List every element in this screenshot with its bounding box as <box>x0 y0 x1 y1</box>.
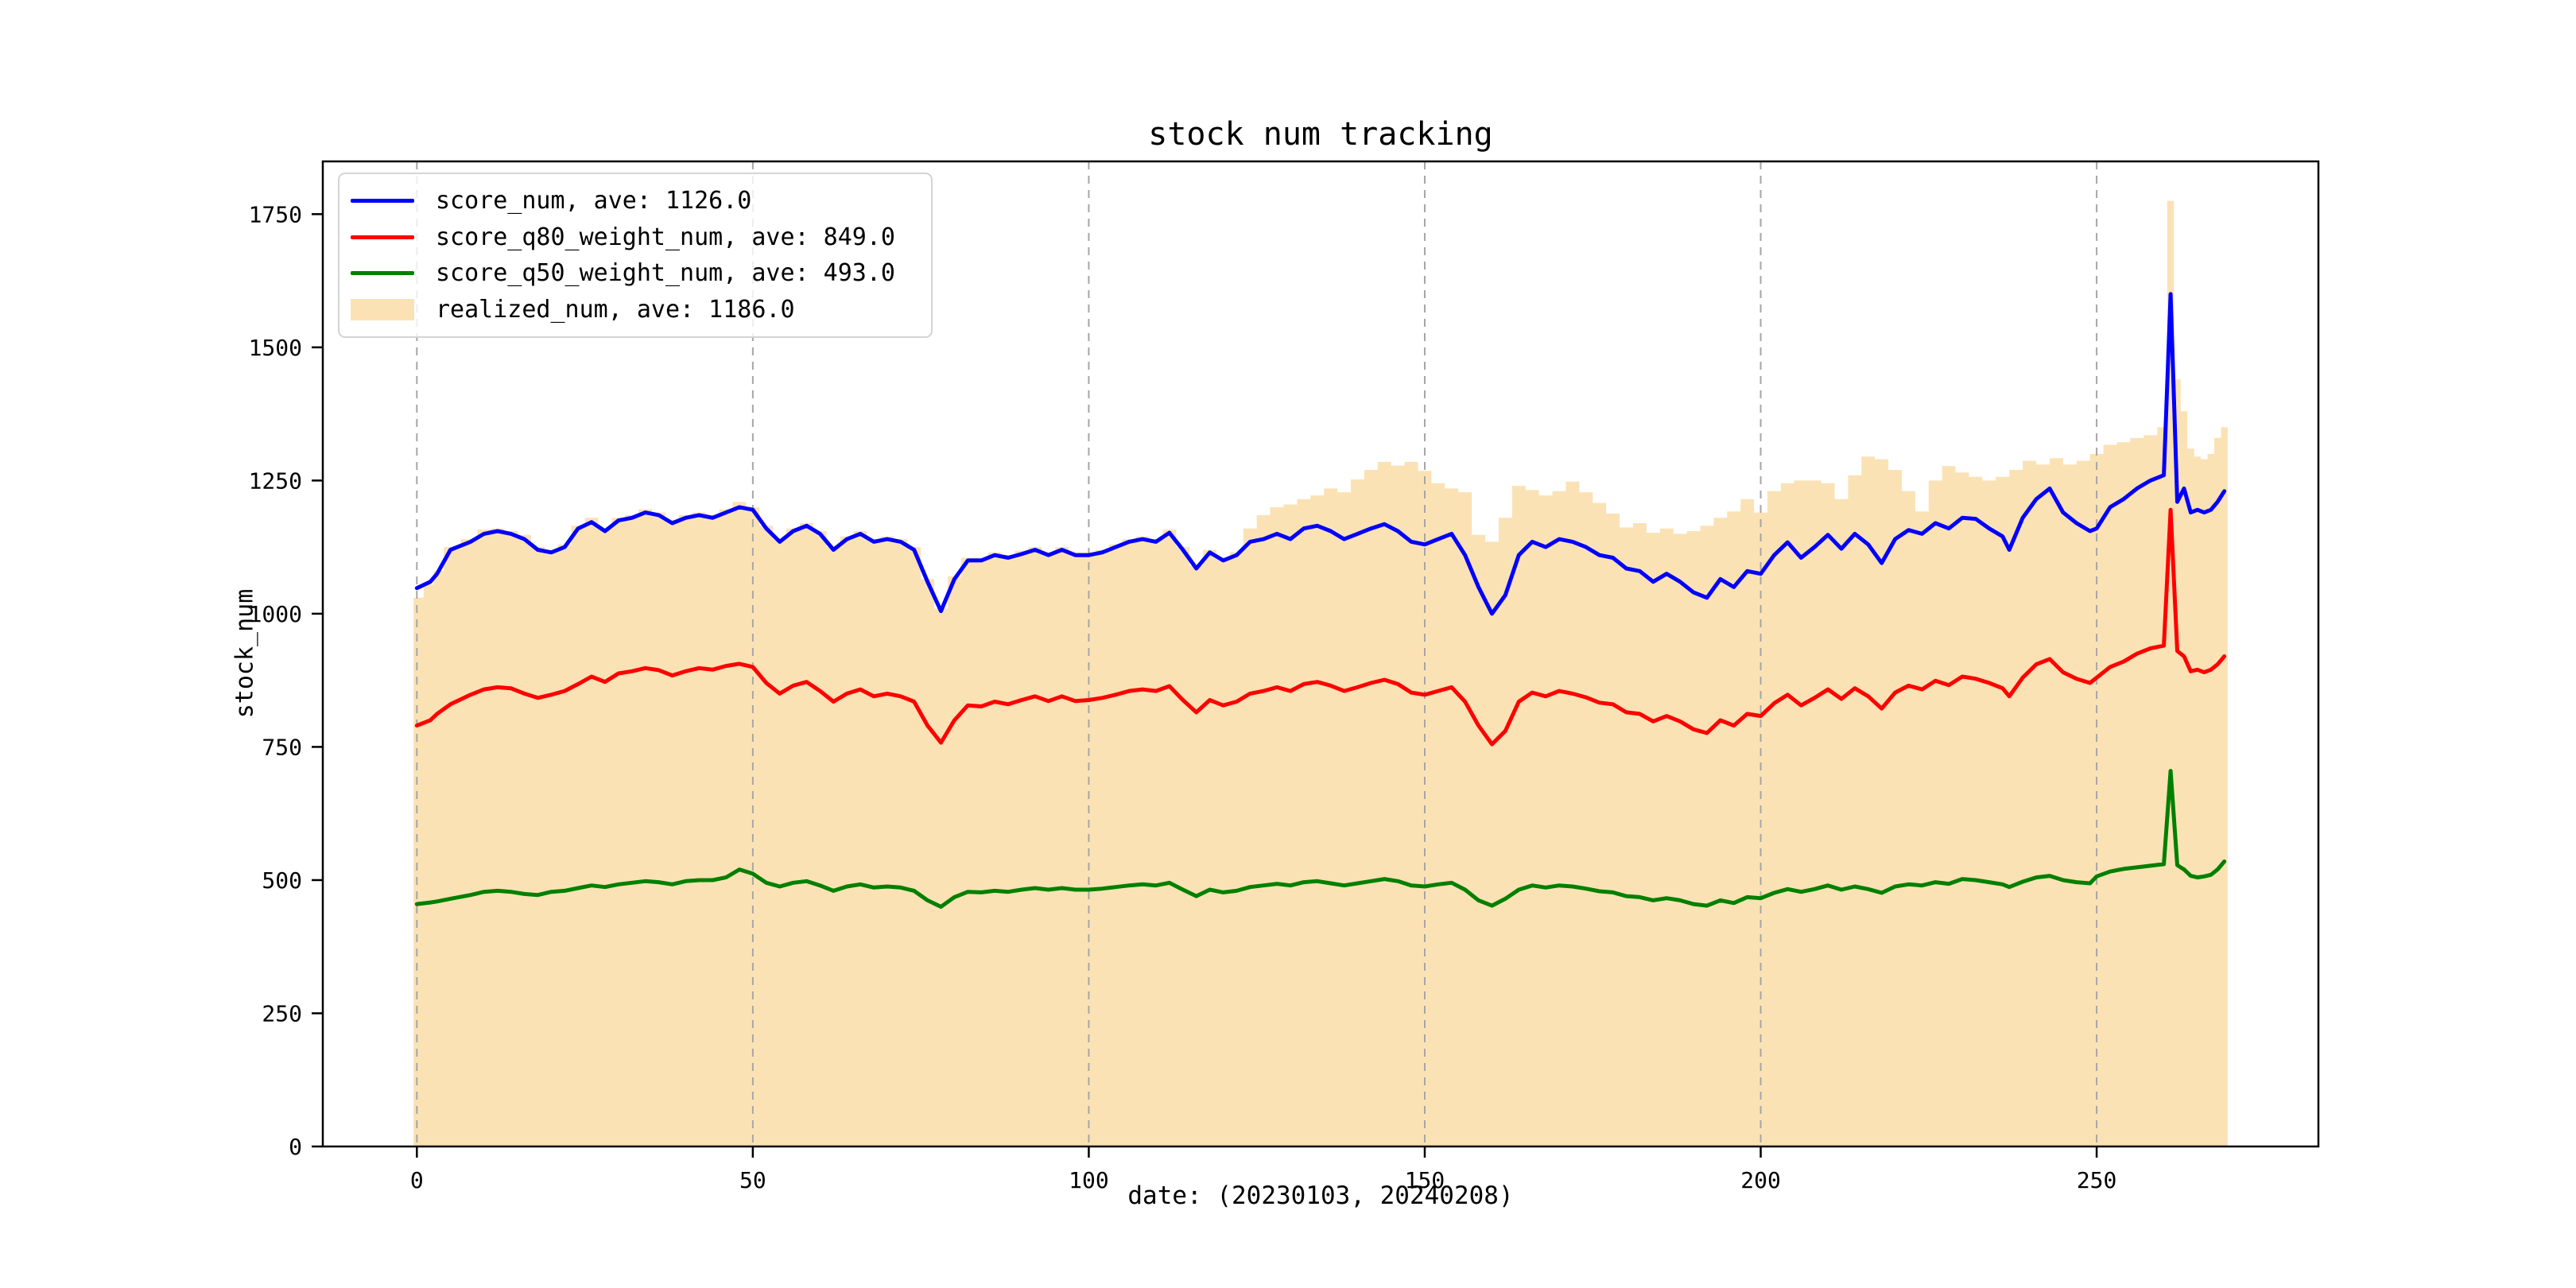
legend-item-label: realized_num, ave: 1186.0 <box>436 295 795 324</box>
legend-item-label: score_q50_weight_num, ave: 493.0 <box>436 259 895 288</box>
y-tick-label: 500 <box>262 867 302 894</box>
legend-line-swatch <box>351 235 414 239</box>
x-tick-label: 200 <box>1740 1167 1781 1193</box>
legend-item-label: score_num, ave: 1126.0 <box>436 187 752 215</box>
x-axis-label: date: (20230103, 20240208) <box>1127 1181 1514 1210</box>
y-tick-label: 0 <box>289 1134 302 1160</box>
line-score_q50_weight_num <box>414 769 2227 909</box>
legend-item: score_q50_weight_num, ave: 493.0 <box>351 259 923 287</box>
y-tick-label: 250 <box>262 1000 302 1026</box>
legend-line-swatch <box>351 199 414 204</box>
area-realized_num <box>413 200 2228 1147</box>
legend-item-label: score_q80_weight_num, ave: 849.0 <box>436 223 895 251</box>
line-score_q80_weight_num <box>414 507 2227 747</box>
x-tick-label: 250 <box>2077 1167 2117 1193</box>
x-tick-label: 150 <box>1405 1167 1445 1193</box>
legend-item: score_q80_weight_num, ave: 849.0 <box>351 223 923 251</box>
y-tick-label: 1000 <box>249 601 302 627</box>
chart-title: stock num tracking <box>1148 116 1493 153</box>
x-tick-label: 0 <box>410 1167 424 1193</box>
y-tick-label: 1250 <box>249 467 302 494</box>
legend-item: realized_num, ave: 1186.0 <box>351 296 923 324</box>
legend-patch-swatch <box>351 298 414 320</box>
y-axis-label: stock_num <box>231 588 259 719</box>
x-tick-label: 50 <box>739 1167 766 1193</box>
y-tick-label: 1500 <box>249 335 302 361</box>
y-tick-label: 750 <box>262 734 302 760</box>
line-score_num <box>414 292 2227 616</box>
plot-border <box>321 160 2320 1148</box>
y-tick-label: 1750 <box>249 201 302 227</box>
x-tick-label: 100 <box>1069 1167 1109 1193</box>
legend-item: score_num, ave: 1126.0 <box>351 187 923 215</box>
legend: score_num, ave: 1126.0 score_q80_weight_n… <box>338 173 933 338</box>
legend-line-swatch <box>351 271 414 276</box>
